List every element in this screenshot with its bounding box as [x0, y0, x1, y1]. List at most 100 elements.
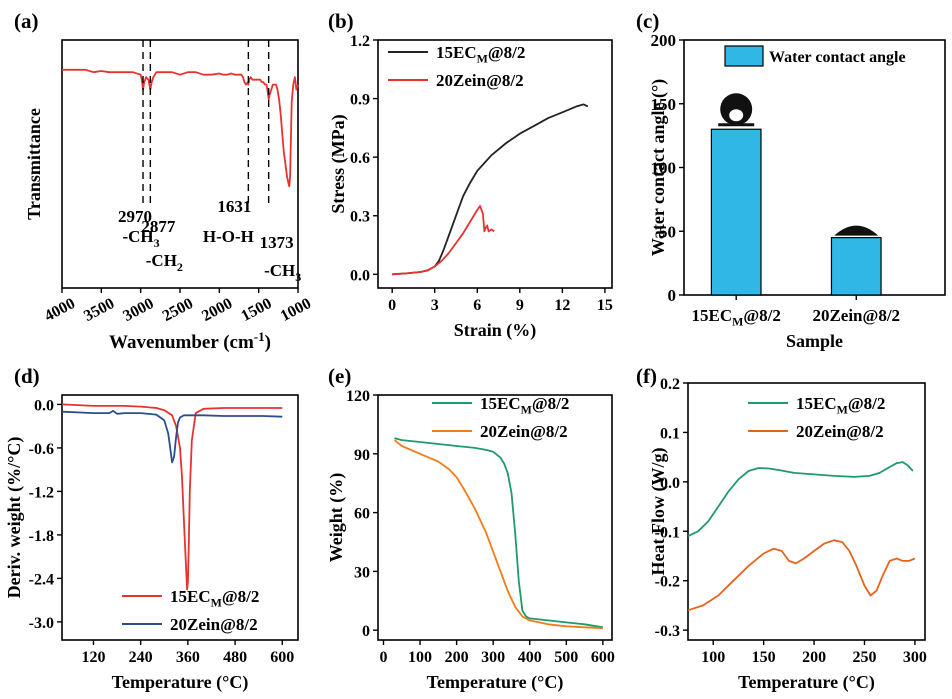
y-tick-label: 0.0: [350, 267, 370, 284]
legend-label: 15ECM@8/2: [170, 587, 259, 609]
panel-label: (c): [636, 9, 659, 33]
panel-c: (c) Water contact angle (°) 0 50 100 150 200 15…: [636, 9, 946, 351]
y-tick-label: 90: [354, 447, 370, 464]
legend-label: Water contact angle: [769, 49, 906, 66]
series-line: [61, 409, 283, 464]
x-tick-label: 1500: [238, 295, 274, 325]
legend: 15ECM@8/2 20Zein@8/2: [388, 43, 525, 90]
panel-label: (b): [328, 9, 354, 33]
legend-label: 20Zein@8/2: [436, 71, 524, 90]
plot-frame: [687, 382, 926, 641]
series-line: [394, 437, 604, 629]
x-tick-label: 1000: [278, 295, 314, 325]
bar: [830, 237, 882, 296]
series-line: [61, 403, 283, 591]
x-tick-label: 200: [445, 649, 469, 666]
x-tick-label: 3000: [120, 295, 156, 325]
peak-label: 2970: [118, 207, 152, 226]
y-tick-label: 30: [354, 564, 370, 581]
y-axis-label: Weight (%): [326, 473, 347, 563]
x-tick-label: 600: [591, 649, 615, 666]
y-tick-label: 0.0: [34, 397, 54, 414]
y-axis-label: Transmittance: [24, 108, 44, 220]
bar: [710, 128, 762, 296]
series-line: [687, 461, 914, 538]
x-tick-label: 360: [176, 649, 200, 666]
legend: 15ECM@8/2 20Zein@8/2: [122, 587, 259, 634]
panel-label: (e): [328, 364, 351, 388]
legend: 15ECM@8/2 20Zein@8/2: [432, 394, 569, 441]
y-tick-label: 100: [651, 159, 677, 178]
droplet-highlight: [729, 109, 744, 122]
peak-label: 2877: [141, 217, 176, 236]
y-tick-label: 200: [651, 31, 677, 50]
peak-group-label: -CH2: [146, 251, 183, 274]
x-tick-label: 240: [129, 649, 153, 666]
legend-label: 15ECM@8/2: [480, 394, 569, 416]
panel-label: (a): [14, 9, 39, 33]
x-tick-label: 9: [516, 297, 524, 314]
peak-group-label: -CH3: [264, 261, 301, 284]
x-tick-label: 120: [81, 649, 105, 666]
x-tick-label: 3: [431, 297, 439, 314]
x-tick-label: 100: [408, 649, 432, 666]
y-tick-label: 0.1: [660, 425, 680, 442]
y-tick-label: 0.6: [350, 150, 370, 167]
y-axis-label: Stress (MPa): [328, 114, 349, 213]
series-line: [392, 205, 495, 276]
y-tick-label: -1.8: [29, 528, 54, 545]
legend-label: 15ECM@8/2: [436, 43, 525, 65]
plot-frame: [61, 394, 299, 641]
panel-label: (f): [636, 364, 657, 388]
x-tick-label: 400: [518, 649, 542, 666]
peak-label: 1373: [260, 233, 294, 252]
y-tick-label: 0: [668, 286, 677, 305]
y-tick-label: 0: [362, 623, 370, 640]
x-tick-label: 250: [852, 649, 876, 666]
y-axis-label: Deriv. weight (%/°C): [4, 437, 25, 599]
y-tick-label: 150: [651, 95, 677, 114]
plot-frame: [377, 39, 613, 289]
legend-label: 15ECM@8/2: [796, 394, 885, 416]
x-tick-label: 480: [223, 649, 247, 666]
x-tick-label: 0: [388, 297, 396, 314]
x-tick-label: 200: [802, 649, 826, 666]
x-tick-label: 12: [554, 297, 570, 314]
y-tick-label: 1.2: [350, 33, 370, 50]
x-tick-label: 500: [554, 649, 578, 666]
x-axis-label: Strain (%): [454, 320, 537, 341]
legend: 15ECM@8/2 20Zein@8/2: [748, 394, 885, 441]
x-tick-label: 300: [481, 649, 505, 666]
droplet-body: [834, 225, 879, 236]
x-tick-label: 100: [701, 649, 725, 666]
y-axis-label: Heat Flow (W/g): [648, 448, 669, 576]
peak-group-label: -CH3: [122, 227, 159, 250]
legend-swatch: [724, 45, 764, 67]
x-tick-label: 4000: [42, 295, 78, 325]
y-tick-label: 60: [354, 506, 370, 523]
x-tick-label: 3500: [81, 295, 117, 325]
series-line: [392, 103, 589, 276]
y-tick-label: 0.0: [660, 475, 680, 492]
y-tick-label: 0.3: [350, 209, 370, 226]
x-tick-label: 15: [597, 297, 613, 314]
x-tick-label: 300: [903, 649, 927, 666]
series-line: [62, 68, 299, 188]
y-tick-label: -1.2: [29, 484, 54, 501]
y-tick-label: 120: [346, 388, 370, 405]
legend-label: 20Zein@8/2: [480, 422, 568, 441]
y-tick-label: -0.3: [655, 623, 680, 640]
y-axis-label: Water contact angle (°): [648, 79, 669, 256]
panel-d: (d) Deriv. weight (%/°C) 120 240 360 480 600 0.…: [4, 364, 299, 693]
series-line: [393, 439, 603, 630]
x-tick-label: 600: [270, 649, 294, 666]
x-tick-label: 0: [379, 649, 387, 666]
legend: Water contact angle: [724, 45, 906, 67]
x-axis-label: Wavenumber (cm-1): [109, 329, 271, 353]
series-line: [687, 539, 916, 612]
x-tick-label: 150: [752, 649, 776, 666]
y-tick-label: -0.1: [655, 524, 680, 541]
panel-label: (d): [14, 364, 40, 388]
x-tick-label: 2500: [160, 295, 196, 325]
